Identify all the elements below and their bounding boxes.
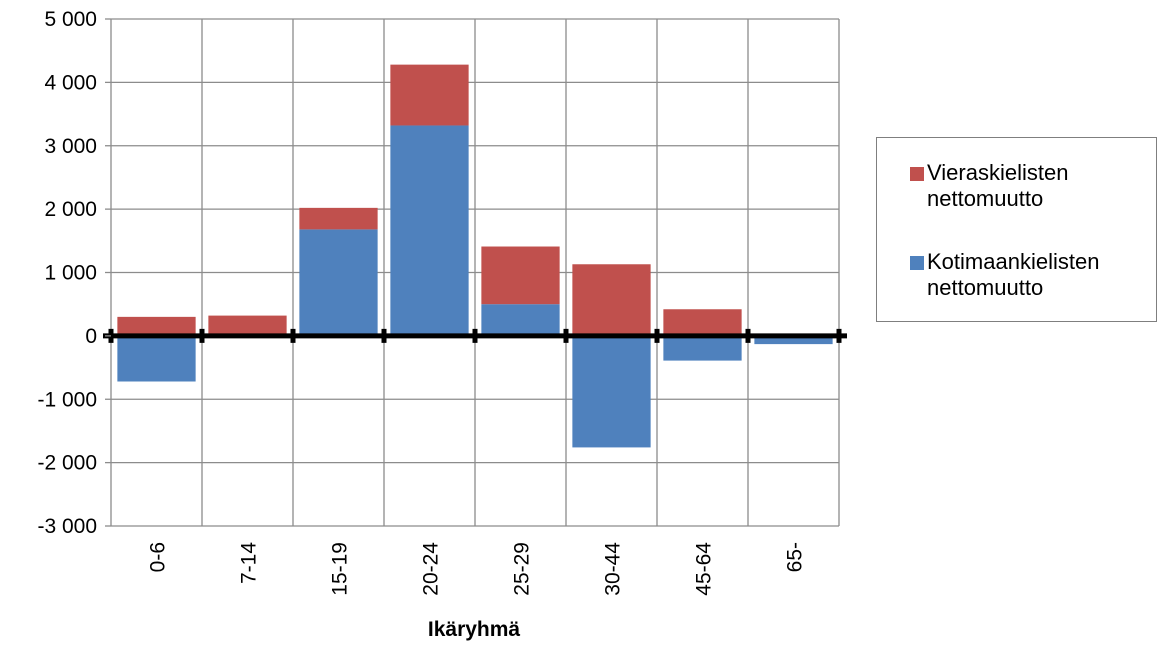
bar-0-6: [117, 335, 196, 382]
y-tick-label: 0: [85, 325, 97, 348]
bar-65-: [754, 335, 833, 345]
legend-swatch-vieraskielisten: [910, 167, 924, 181]
x-tick-label: 0-6: [147, 542, 170, 572]
bar-30-44: [572, 264, 651, 336]
bar-15-19: [299, 229, 378, 336]
legend: Vieraskielisten nettomuutto Kotimaankiel…: [876, 137, 1157, 322]
legend-swatch-kotimaankielisten: [910, 256, 924, 270]
bar-45-64: [663, 335, 742, 361]
y-tick-labels: 5 000 4 000 3 000 2 000 1 000 0 -1 000 -2 000 -3…: [37, 8, 97, 538]
x-tick-label: 25-29: [511, 542, 534, 596]
bar-7-14: [208, 315, 287, 336]
y-tick-label: 2 000: [44, 198, 97, 221]
bar-15-19: [299, 207, 378, 230]
y-tick-label: -3 000: [37, 515, 97, 538]
y-tick-label: -1 000: [37, 388, 97, 411]
bar-45-64: [663, 309, 742, 336]
y-tick-label: -2 000: [37, 452, 97, 475]
legend-label-line1: Kotimaankielisten: [927, 249, 1100, 274]
grid-lines: [110, 18, 840, 527]
x-tick-label: 65-: [784, 542, 807, 572]
x-tick-label: 7-14: [238, 542, 261, 584]
axes-group: [103, 18, 847, 527]
bars-group: [117, 64, 833, 448]
y-tick-label: 3 000: [44, 135, 97, 158]
x-tick-label: 20-24: [420, 542, 443, 596]
legend-label-line2: nettomuutto: [927, 275, 1044, 300]
x-tick-labels: 0-6 7-14 15-19 20-24 25-29 30-44 45-64 65-: [147, 542, 807, 596]
x-tick-label: 45-64: [693, 542, 716, 596]
bar-20-24: [390, 64, 469, 126]
y-tick-label: 4 000: [44, 71, 97, 94]
bar-30-44: [572, 335, 651, 448]
x-axis-title: Ikäryhmä: [428, 618, 521, 641]
y-tick-label: 1 000: [44, 262, 97, 285]
legend-label-line2: nettomuutto: [927, 186, 1044, 211]
bar-25-29: [481, 304, 560, 336]
y-tick-label: 5 000: [44, 8, 97, 31]
x-tick-label: 30-44: [602, 542, 625, 596]
bar-0-6: [117, 316, 196, 336]
legend-label-line1: Vieraskielisten: [927, 160, 1069, 185]
bar-25-29: [481, 246, 560, 305]
bar-20-24: [390, 125, 469, 336]
x-tick-label: 15-19: [329, 542, 352, 596]
